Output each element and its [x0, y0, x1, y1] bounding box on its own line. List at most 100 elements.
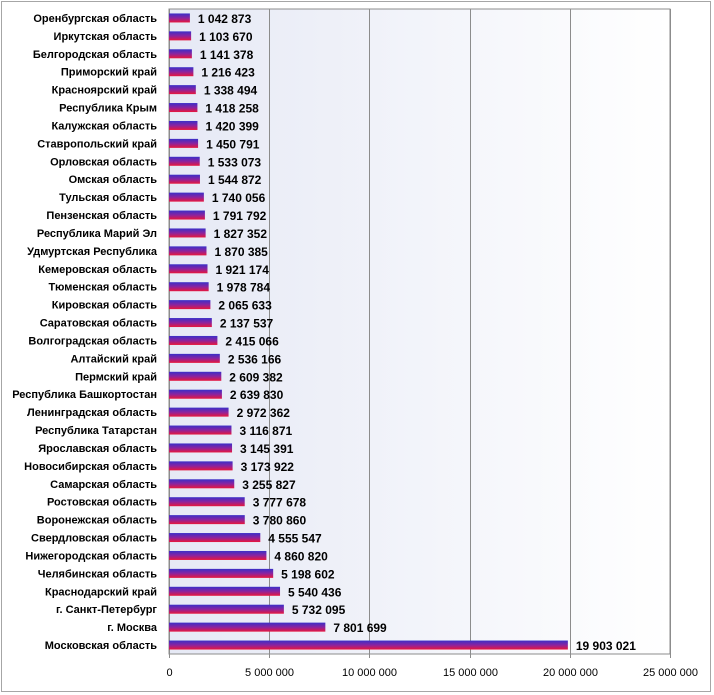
category-label: Кировская область: [52, 300, 157, 312]
category-label: Тюменская область: [48, 282, 157, 294]
category-label: Нижегородская область: [25, 550, 157, 562]
value-label: 3 255 827: [242, 478, 296, 492]
category-label: Белгородская область: [33, 49, 157, 61]
value-label: 1 921 174: [216, 263, 270, 277]
category-label: г. Санкт-Петербург: [56, 604, 157, 616]
bar: [169, 389, 222, 399]
category-label: Иркутская область: [54, 31, 158, 43]
value-label: 1 827 352: [214, 227, 268, 241]
category-label: Алтайский край: [70, 353, 157, 365]
category-label: Республика Крым: [59, 103, 157, 115]
value-label: 7 801 699: [333, 621, 387, 635]
bar: [169, 31, 192, 41]
bar: [169, 246, 207, 256]
value-label: 1 791 792: [213, 209, 267, 223]
value-label: 3 173 922: [241, 460, 295, 474]
category-label: Свердловская область: [31, 533, 157, 545]
bar: [169, 443, 233, 453]
x-tick-label: 5 000 000: [245, 667, 294, 679]
x-tick-label: 15 000 000: [443, 667, 498, 679]
value-label: 4 555 547: [268, 532, 322, 546]
category-label: Московская область: [45, 640, 157, 652]
value-label: 4 860 820: [274, 549, 328, 563]
value-label: 1 978 784: [217, 281, 271, 295]
bar: [169, 622, 326, 632]
category-label: г. Москва: [107, 622, 158, 634]
value-label: 3 777 678: [253, 496, 307, 510]
bar: [169, 120, 198, 130]
x-tick-label: 0: [166, 667, 172, 679]
bar: [169, 156, 200, 166]
value-label: 19 903 021: [576, 639, 636, 653]
value-label: 2 609 382: [229, 370, 283, 384]
bar: [169, 300, 211, 310]
bar: [169, 138, 199, 148]
bar: [169, 479, 235, 489]
value-label: 1 740 056: [212, 191, 266, 205]
bar: [169, 461, 233, 471]
value-label: 1 418 258: [205, 102, 259, 116]
bar: [169, 282, 209, 292]
bar: [169, 353, 220, 363]
category-label: Республика Марий Эл: [37, 228, 157, 240]
category-label: Краснодарский край: [45, 586, 157, 598]
category-label: Ярославская область: [38, 443, 157, 455]
value-label: 1 420 399: [205, 119, 259, 133]
category-label: Ставропольский край: [37, 138, 157, 150]
value-label: 1 544 872: [208, 173, 262, 187]
value-label: 3 116 871: [239, 424, 292, 438]
x-tick-label: 20 000 000: [543, 667, 598, 679]
value-label: 2 065 633: [218, 299, 272, 313]
value-label: 3 780 860: [253, 514, 307, 528]
category-label: Калужская область: [51, 120, 157, 132]
category-label: Саратовская область: [40, 318, 158, 330]
value-label: 1 141 378: [200, 48, 254, 62]
category-label: Пензенская область: [46, 210, 157, 222]
bar: [169, 533, 261, 543]
bar: [169, 13, 190, 23]
value-label: 1 533 073: [208, 155, 262, 169]
labels: 0 5 000 000 10 000 000 15 000 000 20 000 000…: [12, 12, 698, 679]
bar: [169, 550, 267, 560]
bars: [169, 13, 568, 650]
value-label: 2 972 362: [237, 406, 291, 420]
category-label: Омская область: [69, 174, 158, 186]
value-label: 2 415 066: [225, 334, 279, 348]
category-label: Новосибирская область: [24, 461, 157, 473]
category-label: Удмуртская Республика: [27, 246, 158, 258]
category-label: Приморский край: [61, 67, 157, 79]
category-label: Тульская область: [59, 192, 157, 204]
bar: [169, 568, 274, 578]
bar: [169, 49, 192, 59]
value-label: 1 216 423: [201, 66, 255, 80]
value-label: 5 198 602: [281, 567, 335, 581]
x-tick-label: 25 000 000: [643, 667, 698, 679]
category-label: Воронежская область: [37, 515, 157, 527]
bar: [169, 497, 245, 507]
bar: [169, 103, 198, 113]
bar: [169, 640, 568, 650]
bar: [169, 425, 232, 435]
category-label: Орловская область: [50, 156, 157, 168]
bar: [169, 371, 222, 381]
category-label: Челябинская область: [38, 568, 158, 580]
value-label: 3 145 391: [240, 442, 294, 456]
bar: [169, 264, 208, 274]
value-label: 5 540 436: [288, 585, 342, 599]
category-label: Кемеровская область: [38, 264, 157, 276]
bar: [169, 586, 281, 596]
category-label: Республика Татарстан: [35, 425, 157, 437]
bar: [169, 67, 194, 77]
category-label: Красноярский край: [52, 85, 157, 97]
bar: [169, 604, 284, 614]
bar: [169, 210, 205, 220]
bar: [169, 407, 229, 417]
category-label: Ростовская область: [47, 497, 157, 509]
plot-area: [168, 8, 671, 655]
value-label: 2 137 537: [220, 317, 274, 331]
value-label: 1 103 670: [199, 30, 253, 44]
value-label: 1 450 791: [206, 137, 260, 151]
value-label: 5 732 095: [292, 603, 346, 617]
value-label: 2 639 830: [230, 388, 284, 402]
